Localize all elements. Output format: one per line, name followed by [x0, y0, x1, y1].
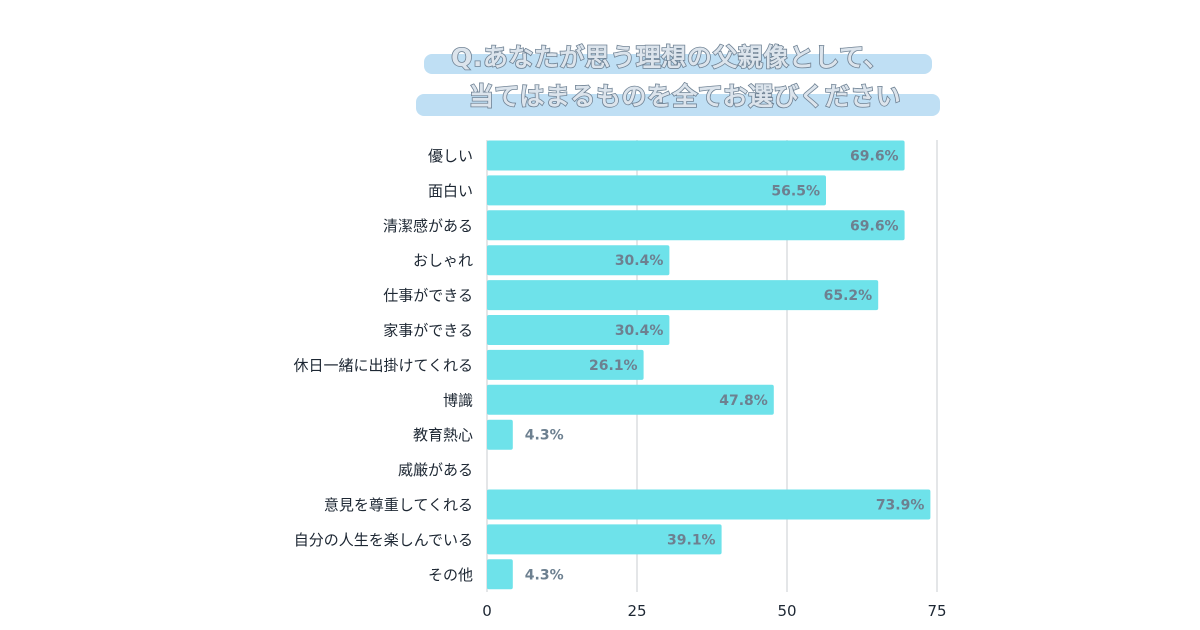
- value-label: 4.3%: [525, 567, 564, 583]
- value-label: 69.6%: [850, 218, 899, 234]
- value-label: 56.5%: [771, 183, 820, 199]
- bar: [487, 245, 670, 276]
- value-labels: 69.6% 56.5% 69.6% 30.4% 65.2% 30.4% 26.1% 47.8%…: [525, 149, 925, 584]
- bar: [487, 175, 826, 206]
- category-label: 自分の人生を楽しんでいる: [294, 531, 473, 549]
- category-label: 仕事ができる: [383, 287, 473, 305]
- value-label: 65.2%: [824, 288, 873, 304]
- value-label: 4.3%: [525, 428, 564, 444]
- category-label: 家事ができる: [383, 322, 473, 340]
- value-label: 30.4%: [615, 253, 664, 269]
- category-label: 休日一緒に出掛けてくれる: [293, 356, 473, 374]
- bar: [487, 489, 931, 520]
- value-label: 26.1%: [589, 358, 638, 374]
- value-label: 39.1%: [667, 532, 716, 548]
- x-tick-label: 50: [777, 602, 796, 620]
- title-highlight-2: [416, 94, 940, 116]
- bar: [487, 524, 722, 555]
- x-tick-labels: 0 25 50 75: [482, 602, 946, 620]
- bar: [487, 384, 774, 415]
- category-label: 博識: [443, 391, 473, 409]
- title-line-1: Q.あなたが思う理想の父親像として、: [450, 42, 889, 73]
- title-line-2: 当てはまるものを全てお選びください: [468, 81, 902, 112]
- value-label: 69.6%: [850, 149, 899, 165]
- chart-title: Q.あなたが思う理想の父親像として、 当てはまるものを全てお選びください: [400, 32, 960, 128]
- bar: [487, 349, 644, 380]
- category-label: 教育熱心: [413, 426, 473, 444]
- value-label: 73.9%: [876, 498, 925, 514]
- category-label: 意見を尊重してくれる: [324, 496, 473, 514]
- bar: [487, 210, 905, 241]
- category-label: 優しい: [428, 147, 473, 165]
- category-label: 面白い: [428, 182, 473, 200]
- category-labels: 優しい面白い清潔感があるおしゃれ仕事ができる家事ができる休日一緒に出掛けてくれる…: [293, 147, 473, 584]
- category-label: 清潔感がある: [383, 217, 473, 235]
- x-tick-label: 25: [627, 602, 646, 620]
- title-highlight-1: [424, 54, 932, 74]
- value-label: 47.8%: [719, 393, 768, 409]
- bar: [487, 559, 513, 590]
- bar: [487, 280, 879, 311]
- bar: [487, 140, 905, 171]
- x-tick-label: 0: [482, 602, 492, 620]
- bar: [487, 315, 670, 345]
- category-label: その他: [428, 566, 473, 584]
- x-tick-label: 75: [927, 602, 946, 620]
- category-label: おしゃれ: [413, 252, 473, 270]
- bar: [487, 419, 513, 450]
- category-label: 威厳がある: [398, 461, 473, 479]
- value-label: 30.4%: [615, 323, 664, 339]
- bars: [487, 140, 931, 590]
